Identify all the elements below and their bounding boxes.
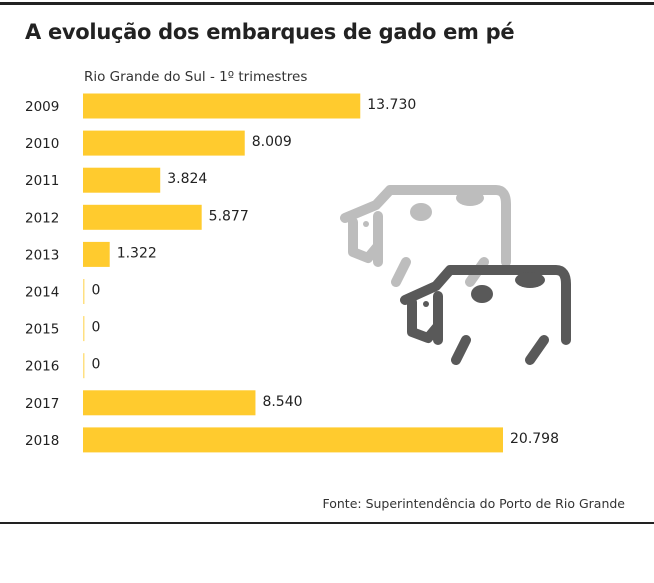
- category-label-2013: 2013: [25, 247, 59, 263]
- source-note: Fonte: Superintendência do Porto de Rio …: [322, 496, 625, 511]
- value-label-2016: 0: [92, 357, 101, 373]
- category-label-2012: 2012: [25, 210, 59, 226]
- bar-2012: [83, 204, 202, 230]
- value-label-2011: 3.824: [167, 171, 207, 187]
- bar-2010: [83, 130, 245, 156]
- chart-title: A evolução dos embarques de gado em pé: [25, 20, 515, 44]
- category-label-2011: 2011: [25, 173, 59, 189]
- chart-subtitle: Rio Grande do Sul - 1º trimestres: [84, 69, 308, 85]
- category-label-2010: 2010: [25, 136, 59, 152]
- bar-2014: [83, 279, 85, 304]
- bar-2013: [83, 241, 110, 267]
- value-label-2018: 20.798: [510, 431, 559, 447]
- cow-icon-light: [340, 185, 511, 287]
- bar-2009: [83, 93, 361, 119]
- bar-2016: [83, 353, 85, 379]
- category-label-2015: 2015: [25, 322, 59, 338]
- cow-icon-dark: [400, 265, 571, 365]
- bar-2011: [83, 167, 161, 193]
- category-label-2016: 2016: [25, 359, 59, 375]
- value-label-2010: 8.009: [252, 134, 292, 150]
- bar-2018: [83, 427, 503, 453]
- cows-illustration: [340, 185, 571, 365]
- value-label-2013: 1.322: [117, 245, 157, 261]
- bar-2017: [83, 390, 256, 416]
- value-label-2009: 13.730: [367, 97, 416, 113]
- category-label-2009: 2009: [25, 99, 59, 115]
- value-label-2012: 5.877: [209, 208, 249, 224]
- bars-layer: 2009 13.730 2010 8.009 2011 3.824 2012 5.877 201…: [25, 93, 559, 453]
- bar-2015: [83, 316, 85, 342]
- bottom-rule: [0, 522, 654, 524]
- value-label-2017: 8.540: [262, 394, 302, 410]
- category-label-2014: 2014: [25, 285, 59, 301]
- category-label-2018: 2018: [25, 433, 59, 449]
- value-label-2015: 0: [92, 320, 101, 336]
- category-label-2017: 2017: [25, 396, 59, 412]
- top-rule: [0, 2, 654, 5]
- value-label-2014: 0: [92, 283, 101, 299]
